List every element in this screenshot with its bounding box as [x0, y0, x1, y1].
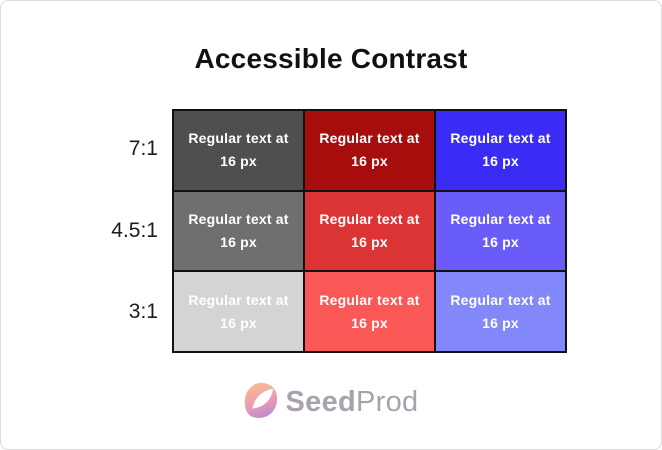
contrast-ratio-label-4-5-1: 4.5:1: [111, 219, 158, 242]
cell-r3-red: Regular text at 16 px: [305, 272, 434, 351]
seedprod-leaf-icon: [244, 381, 278, 424]
contrast-ratio-label-7-1: 7:1: [128, 137, 158, 160]
cell-r2-gray: Regular text at 16 px: [174, 191, 303, 271]
cell-r1-red: Regular text at 16 px: [305, 111, 434, 190]
cell-r3-gray: Regular text at 16 px: [174, 272, 303, 351]
cell-r2-red: Regular text at 16 px: [305, 191, 434, 271]
cell-r1-gray: Regular text at 16 px: [174, 111, 303, 190]
cell-r1-blue: Regular text at 16 px: [436, 111, 565, 190]
cell-r3-blue: Regular text at 16 px: [436, 272, 565, 351]
seedprod-logo: SeedProd: [1, 381, 661, 424]
cell-r2-blue: Regular text at 16 px: [436, 191, 565, 271]
seedprod-wordmark-prod: Prod: [356, 386, 419, 418]
seedprod-wordmark-seed: Seed: [285, 386, 357, 418]
contrast-grid: Regular text at 16 px Regular text at 16…: [172, 109, 567, 353]
page-title: Accessible Contrast: [194, 43, 468, 74]
seedprod-wordmark: SeedProd: [286, 386, 419, 419]
contrast-ratio-label-3-1: 3:1: [128, 300, 158, 323]
